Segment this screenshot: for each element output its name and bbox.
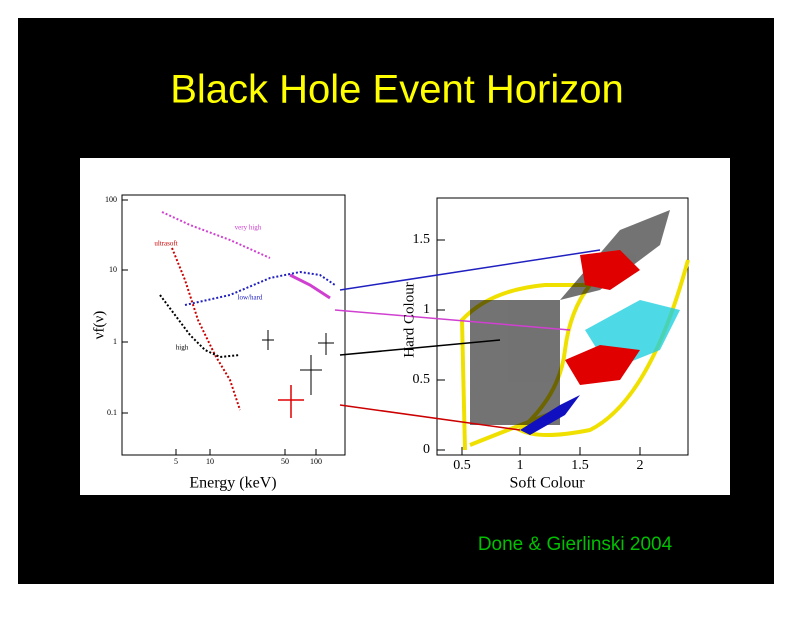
- curve-label: low/hard: [238, 294, 263, 302]
- y-tick-label: 0: [423, 442, 430, 457]
- y-tick-label: 0.1: [107, 408, 117, 417]
- y-tick-label: 100: [105, 195, 117, 204]
- connector: [339, 249, 601, 291]
- high-curve: [159, 294, 241, 359]
- curve-label: high: [176, 344, 189, 352]
- x-tick-label: 1.5: [571, 458, 589, 473]
- curve-label: ultrasoft: [154, 240, 177, 248]
- y-tick-label: 1: [113, 337, 117, 346]
- connector: [339, 404, 521, 431]
- red-cluster: [580, 250, 640, 290]
- connector: [334, 309, 571, 331]
- high-crosses: [262, 330, 334, 395]
- left-panel-frame: [121, 194, 346, 456]
- y-axis-label: Hard Colour: [401, 282, 417, 357]
- x-axis-label: Energy (keV): [189, 475, 276, 492]
- x-tick-label: 5: [174, 457, 178, 466]
- citation: Done & Gierlinski 2004: [478, 534, 673, 555]
- x-tick-label: 100: [310, 457, 322, 466]
- very-high-curve: [161, 211, 271, 259]
- curve-label: very high: [235, 224, 262, 232]
- y-axis-label: νf(ν): [91, 311, 107, 340]
- x-tick-label: 1: [517, 458, 524, 473]
- right-panel-frame: [436, 197, 689, 456]
- low-hard-curve: [184, 270, 336, 306]
- red-cross: [278, 385, 304, 418]
- y-tick-label: 1.5: [413, 232, 431, 247]
- slide-title: Black Hole Event Horizon: [170, 68, 624, 112]
- x-tick-label: 10: [206, 457, 214, 466]
- x-tick-label: 50: [281, 457, 289, 466]
- very-high-curve: [289, 273, 331, 300]
- connector: [339, 339, 501, 356]
- y-tick-label: 1: [423, 302, 430, 317]
- y-tick-label: 10: [109, 265, 117, 274]
- x-axis-label: Soft Colour: [509, 475, 585, 492]
- ultrasoft-curve: [171, 247, 241, 411]
- red-cluster: [565, 345, 640, 385]
- blue-cluster: [520, 395, 580, 435]
- x-tick-label: 2: [637, 458, 644, 473]
- x-tick-label: 0.5: [453, 458, 471, 473]
- y-tick-label: 0.5: [413, 372, 431, 387]
